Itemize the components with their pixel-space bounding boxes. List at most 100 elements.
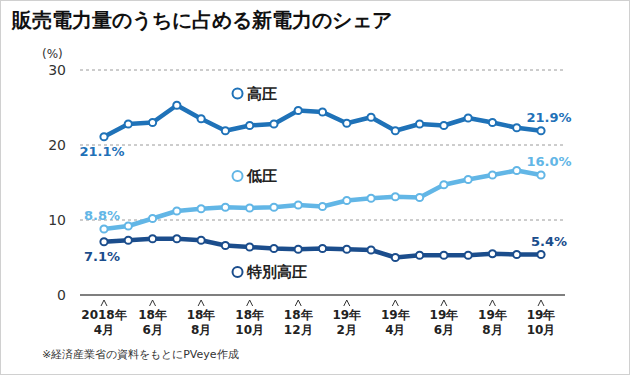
series-marker xyxy=(125,237,132,244)
series-marker xyxy=(537,171,544,178)
y-tick-label: 0 xyxy=(57,287,66,303)
series-marker xyxy=(440,252,447,259)
data-label: 16.0% xyxy=(526,154,571,169)
series-marker xyxy=(222,204,229,211)
series-line xyxy=(104,239,541,258)
series-name: 特別高圧 xyxy=(246,263,307,281)
x-tick-label-line: 18年 xyxy=(138,308,167,322)
series-marker xyxy=(343,246,350,253)
x-tick-label-line: 8月 xyxy=(191,323,211,337)
series-marker xyxy=(125,120,132,127)
series-marker xyxy=(125,222,132,229)
series-marker xyxy=(149,215,156,222)
x-tick-label-line: 19年 xyxy=(527,308,556,322)
data-label: 21.1% xyxy=(79,144,124,159)
title: 販売電力量のうちに占める新電力のシェア xyxy=(11,8,392,32)
chart: 販売電力量のうちに占める新電力のシェア(%)01020302018年4月18年6… xyxy=(0,0,630,375)
series-marker xyxy=(149,235,156,242)
x-tick-label: 18年12月 xyxy=(284,308,313,337)
series-marker xyxy=(319,108,326,115)
series-marker xyxy=(270,120,277,127)
x-tick xyxy=(538,300,544,306)
series-marker xyxy=(416,252,423,259)
series-line xyxy=(104,105,541,137)
plot-area xyxy=(100,102,544,261)
x-tick-label-line: 10月 xyxy=(527,323,556,337)
grid-line xyxy=(80,145,565,146)
y-tick-label: 30 xyxy=(48,62,66,78)
x-tick xyxy=(150,300,156,306)
x-tick xyxy=(441,300,447,306)
x-tick-label-line: 4月 xyxy=(385,323,405,337)
x-tick xyxy=(344,300,350,306)
series-marker xyxy=(392,254,399,261)
series-marker xyxy=(513,167,520,174)
series-marker xyxy=(537,127,544,134)
series-marker xyxy=(100,133,107,140)
series-marker xyxy=(173,235,180,242)
series-marker xyxy=(246,243,253,250)
x-tick xyxy=(295,300,301,306)
series-marker xyxy=(416,120,423,127)
x-tick-label-line: 2月 xyxy=(337,323,357,337)
x-tick-label: 18年8月 xyxy=(187,308,216,337)
x-tick xyxy=(198,300,204,306)
x-tick-label: 19年6月 xyxy=(430,308,459,337)
series-marker xyxy=(246,204,253,211)
x-tick-label-line: 19年 xyxy=(381,308,410,322)
x-tick-label: 19年2月 xyxy=(332,308,361,337)
x-tick-label-line: 2018年 xyxy=(81,308,126,322)
series-marker xyxy=(465,114,472,121)
series-marker xyxy=(489,250,496,257)
x-tick-label: 18年6月 xyxy=(138,308,167,337)
series-marker xyxy=(465,176,472,183)
series-line xyxy=(104,171,541,230)
x-tick-label-line: 12月 xyxy=(284,323,313,337)
x-tick-label-line: 4月 xyxy=(94,323,114,337)
series-marker xyxy=(295,107,302,114)
series-marker xyxy=(440,181,447,188)
background xyxy=(1,1,630,375)
series-marker xyxy=(343,197,350,204)
series-marker xyxy=(489,171,496,178)
series-marker xyxy=(319,203,326,210)
series-marker xyxy=(100,238,107,245)
series-marker xyxy=(513,124,520,131)
note: ※経済産業省の資料をもとにPVeye作成 xyxy=(42,348,239,361)
series-marker xyxy=(246,122,253,129)
series-marker xyxy=(465,252,472,259)
series-marker xyxy=(367,246,374,253)
series-marker xyxy=(100,225,107,232)
data-label: 5.4% xyxy=(531,234,567,249)
series-name: 高圧 xyxy=(247,85,277,103)
series-marker xyxy=(173,102,180,109)
series-marker xyxy=(295,201,302,208)
series-marker xyxy=(489,119,496,126)
series-marker xyxy=(198,115,205,122)
x-tick xyxy=(101,300,107,306)
series-marker xyxy=(513,251,520,258)
x-tick-label: 2018年4月 xyxy=(81,308,126,337)
x-tick-label-line: 19年 xyxy=(478,308,507,322)
x-tick-label: 18年10月 xyxy=(235,308,264,337)
series-marker xyxy=(440,122,447,129)
series-marker xyxy=(392,193,399,200)
series-name-marker xyxy=(233,89,243,99)
series-name-marker xyxy=(233,267,243,277)
series-marker xyxy=(295,246,302,253)
series-marker xyxy=(222,242,229,249)
series-marker xyxy=(367,114,374,121)
series-marker xyxy=(343,120,350,127)
x-tick xyxy=(392,300,398,306)
data-label: 21.9% xyxy=(526,110,571,125)
series-marker xyxy=(173,207,180,214)
x-tick-label-line: 19年 xyxy=(332,308,361,322)
x-tick-label-line: 6月 xyxy=(142,323,162,337)
series-marker xyxy=(198,237,205,244)
series-name: 低圧 xyxy=(246,167,277,185)
labels: 高圧21.1%21.9%低圧8.8%16.0%特別高圧7.1%5.4% xyxy=(79,85,571,282)
x-tick-label-line: 19年 xyxy=(430,308,459,322)
series-marker xyxy=(149,119,156,126)
x-tick xyxy=(489,300,495,306)
baseline xyxy=(80,294,565,296)
